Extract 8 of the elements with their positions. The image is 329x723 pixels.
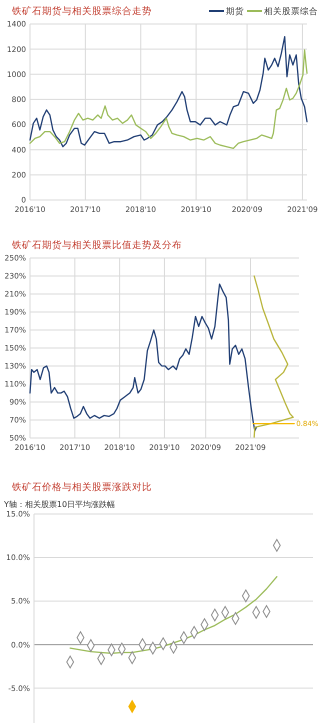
y-axis-title: Y轴：相关股票10日平均涨跌幅 xyxy=(3,500,116,509)
line-series xyxy=(29,283,258,432)
chart-title: 铁矿石期货与相关股票比值走势及分布 xyxy=(11,239,182,251)
line-series xyxy=(254,275,294,438)
legend-label: 期货 xyxy=(226,6,244,17)
chart-title: 铁矿石价格与相关股票涨跌对比 xyxy=(11,481,152,493)
legend-label: 相关股票综合 xyxy=(264,6,318,17)
chart-title: 铁矿石期货与相关股票综合走势 xyxy=(11,5,152,17)
